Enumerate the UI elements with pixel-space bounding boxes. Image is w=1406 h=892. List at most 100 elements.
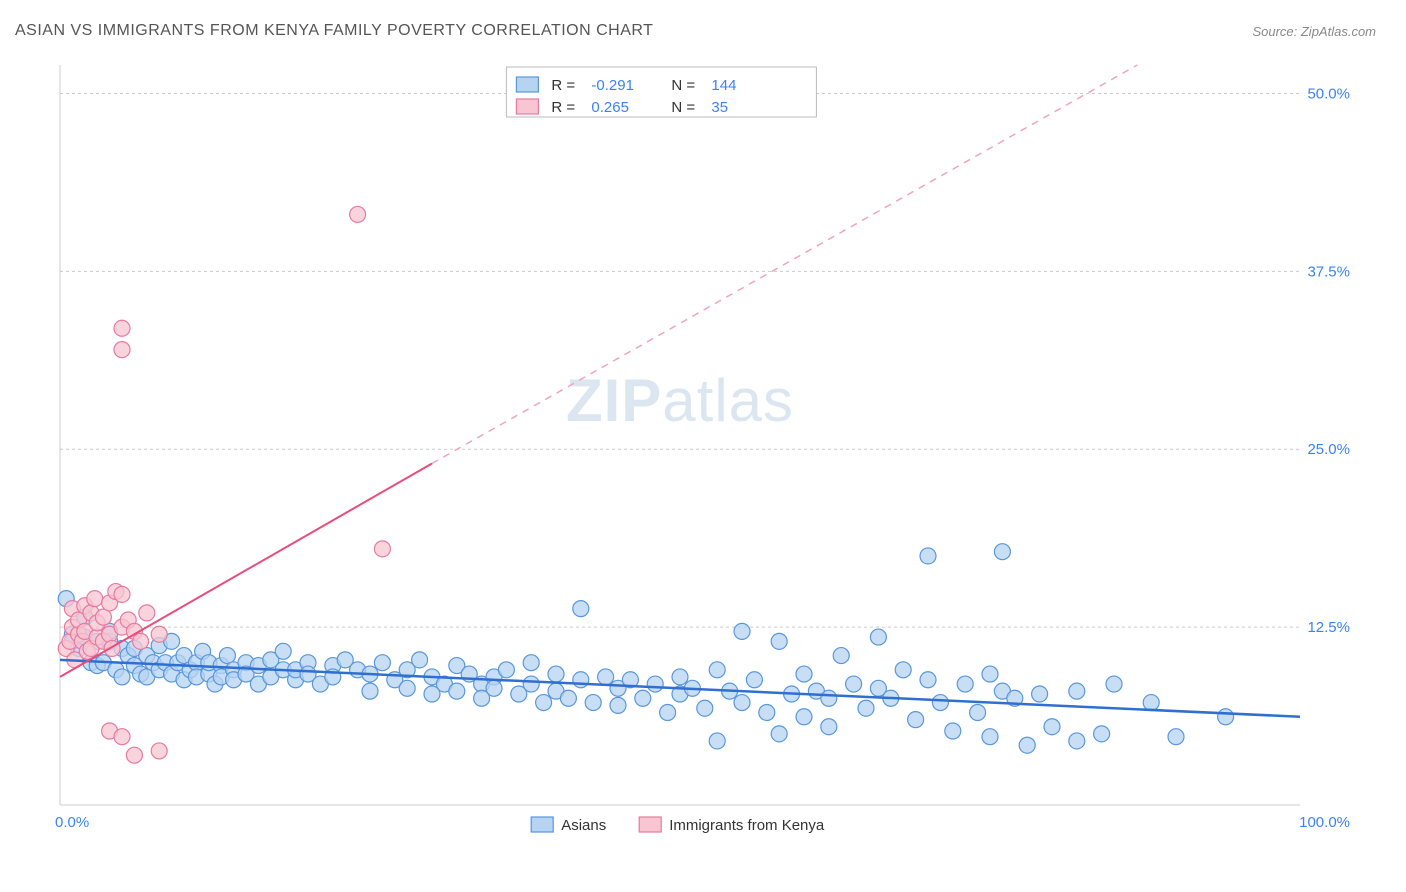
scatter-point <box>672 669 688 685</box>
scatter-point <box>982 729 998 745</box>
y-tick-label: 25.0% <box>1307 441 1350 458</box>
scatter-point <box>833 648 849 664</box>
scatter-point <box>114 669 130 685</box>
scatter-point <box>87 591 103 607</box>
scatter-point <box>133 633 149 649</box>
scatter-point <box>350 206 366 222</box>
legend-swatch <box>516 99 538 114</box>
legend-series-label: Immigrants from Kenya <box>669 817 825 834</box>
legend-r-value: -0.291 <box>591 77 634 94</box>
scatter-point <box>399 680 415 696</box>
scatter-point <box>114 342 130 358</box>
scatter-point <box>821 690 837 706</box>
scatter-point <box>660 705 676 721</box>
scatter-point <box>821 719 837 735</box>
scatter-point <box>275 643 291 659</box>
scatter-point <box>1069 733 1085 749</box>
plot-area: 12.5% 25.0% 37.5% 50.0% ZIPatlas 0.0% 100.0% R … <box>50 55 1360 835</box>
scatter-point <box>1044 719 1060 735</box>
scatter-point <box>1218 709 1234 725</box>
scatter-point <box>523 676 539 692</box>
scatter-point <box>970 705 986 721</box>
legend-r-value: 0.265 <box>591 99 629 116</box>
scatter-point <box>1168 729 1184 745</box>
scatter-point <box>151 626 167 642</box>
scatter-point <box>709 662 725 678</box>
chart-container: ASIAN VS IMMIGRANTS FROM KENYA FAMILY PO… <box>0 0 1406 892</box>
scatter-point <box>114 320 130 336</box>
legend-n-value: 35 <box>711 99 728 116</box>
scatter-point <box>126 747 142 763</box>
scatter-point <box>1106 676 1122 692</box>
scatter-point <box>920 548 936 564</box>
legend-n-label: N = <box>671 99 695 116</box>
legend-series-label: Asians <box>561 817 606 834</box>
scatter-point <box>635 690 651 706</box>
legend-swatch <box>531 817 553 832</box>
scatter-point <box>734 623 750 639</box>
scatter-point <box>412 652 428 668</box>
chart-svg: 12.5% 25.0% 37.5% 50.0% ZIPatlas 0.0% 100.0% R … <box>50 55 1360 835</box>
legend-r-label: R = <box>551 77 575 94</box>
scatter-point <box>523 655 539 671</box>
scatter-point <box>573 672 589 688</box>
scatter-point <box>610 697 626 713</box>
scatter-point <box>920 672 936 688</box>
scatter-point <box>734 695 750 711</box>
scatter-point <box>374 541 390 557</box>
y-tick-label: 12.5% <box>1307 619 1350 636</box>
scatter-point <box>598 669 614 685</box>
scatter-point <box>560 690 576 706</box>
scatter-point <box>932 695 948 711</box>
scatter-point <box>796 709 812 725</box>
scatter-point <box>1143 695 1159 711</box>
scatter-point <box>573 601 589 617</box>
scatter-point <box>1069 683 1085 699</box>
scatter-point <box>945 723 961 739</box>
scatter-point <box>908 712 924 728</box>
legend-swatch <box>516 77 538 92</box>
scatter-point <box>982 666 998 682</box>
chart-title: ASIAN VS IMMIGRANTS FROM KENYA FAMILY PO… <box>15 22 653 40</box>
y-tick-label: 37.5% <box>1307 263 1350 280</box>
scatter-point <box>895 662 911 678</box>
scatter-point <box>151 743 167 759</box>
source-label: Source: ZipAtlas.com <box>1252 24 1376 39</box>
scatter-point <box>709 733 725 749</box>
scatter-point <box>486 680 502 696</box>
scatter-point <box>374 655 390 671</box>
scatter-point <box>548 666 564 682</box>
scatter-point <box>697 700 713 716</box>
scatter-point <box>498 662 514 678</box>
scatter-point <box>1094 726 1110 742</box>
scatter-point <box>846 676 862 692</box>
y-tick-label: 50.0% <box>1307 85 1350 102</box>
scatter-point <box>1032 686 1048 702</box>
scatter-point <box>771 726 787 742</box>
scatter-point <box>139 605 155 621</box>
scatter-point <box>585 695 601 711</box>
scatter-point <box>95 609 111 625</box>
scatter-point <box>449 683 465 699</box>
scatter-point <box>114 729 130 745</box>
scatter-point <box>746 672 762 688</box>
scatter-point <box>957 676 973 692</box>
scatter-point <box>994 544 1010 560</box>
scatter-point <box>536 695 552 711</box>
scatter-point <box>870 629 886 645</box>
scatter-point <box>114 586 130 602</box>
scatter-point <box>219 648 235 664</box>
scatter-point <box>858 700 874 716</box>
scatter-point <box>647 676 663 692</box>
watermark: ZIPatlas <box>566 367 794 434</box>
scatter-point <box>759 705 775 721</box>
x-tick-label: 100.0% <box>1299 814 1350 831</box>
legend-n-label: N = <box>671 77 695 94</box>
legend-swatch <box>639 817 661 832</box>
scatter-point <box>1019 737 1035 753</box>
x-tick-label: 0.0% <box>55 814 89 831</box>
scatter-point <box>771 633 787 649</box>
legend-r-label: R = <box>551 99 575 116</box>
scatter-point <box>796 666 812 682</box>
scatter-point <box>362 683 378 699</box>
